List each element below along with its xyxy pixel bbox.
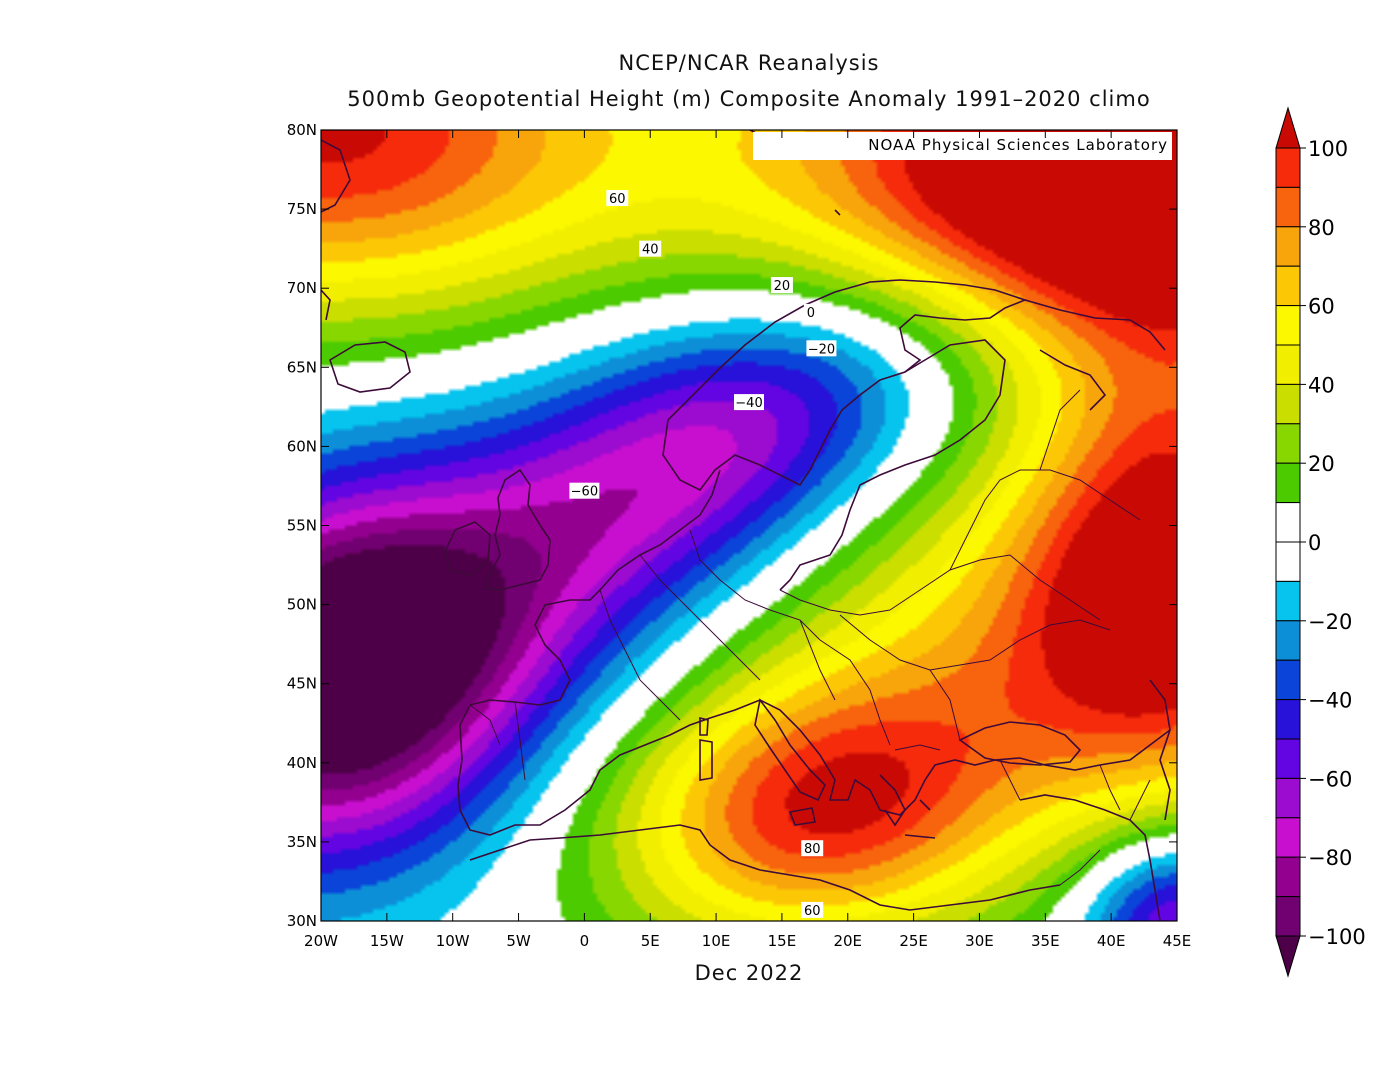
credit-text: NOAA Physical Sciences Laboratory [868, 136, 1168, 154]
contour-label-bg [803, 303, 818, 320]
x-tick-label: 20W [304, 932, 338, 950]
contour-label-bg [801, 901, 824, 918]
y-tick-label: 35N [287, 833, 317, 851]
period-label: Dec 2022 [695, 961, 804, 985]
contour-label: 40 [642, 243, 659, 258]
y-tick-label: 55N [287, 517, 317, 535]
colorbar-segment [1275, 226, 1301, 267]
x-tick-label: 25E [899, 932, 928, 950]
x-tick-label: 30E [965, 932, 994, 950]
colorbar-segment [1275, 265, 1301, 307]
colorbar-segment [1275, 462, 1301, 504]
colorbar-label: 20 [1308, 452, 1335, 476]
colorbar-label: −60 [1308, 767, 1352, 791]
contour-label: 20 [774, 279, 791, 294]
colorbar-segment [1275, 502, 1301, 543]
y-tick-label: 40N [287, 754, 317, 772]
axes: 20W 15W 10W 5W 0 5E 10E 15E 20E 25E 30E 35E 40E 45E 30… [287, 121, 1192, 950]
y-tick-label: 80N [287, 121, 317, 139]
y-tick-label: 45N [287, 675, 317, 693]
y-tick-label: 75N [287, 200, 317, 218]
colorbar-segment [1275, 383, 1301, 425]
y-tick-label: 60N [287, 437, 317, 455]
contour-label: 60 [609, 192, 626, 207]
contour-labels: 60 40 20 0 −20 −40 −60 80 60 [569, 190, 837, 919]
colorbar-label: 80 [1308, 216, 1335, 240]
y-tick-label: 50N [287, 596, 317, 614]
colorbar-bottom-arrow [1275, 935, 1301, 978]
colorbar-segment [1275, 856, 1301, 898]
colorbar-segment [1275, 699, 1301, 740]
colorbar-label: 40 [1308, 373, 1335, 397]
x-tick-label: 10E [702, 932, 731, 950]
colorbar-label: 60 [1308, 295, 1335, 319]
x-tick-label: 5E [641, 932, 660, 950]
contour-label-bg [569, 482, 600, 499]
country-borders [469, 389, 1151, 886]
y-tick-label: 30N [287, 912, 317, 930]
colorbar-segment [1275, 817, 1301, 858]
colorbar-label: −40 [1308, 689, 1352, 713]
colorbar-segment [1275, 896, 1301, 937]
title-line-2: 500mb Geopotential Height (m) Composite … [347, 87, 1150, 111]
colorbar-label: 100 [1308, 137, 1348, 161]
x-tick-label: 0 [580, 932, 590, 950]
colorbar-segment [1275, 344, 1301, 385]
colorbar-segment [1275, 423, 1301, 464]
contour-label-bg [770, 277, 793, 294]
colorbar-label: −100 [1308, 925, 1366, 949]
x-tick-label: 15E [768, 932, 797, 950]
colorbar: 100 80 60 40 20 0 −20 −40 −60 −80 −100 [1275, 106, 1366, 978]
contour-label: 80 [804, 842, 821, 857]
contour-label-bg [606, 190, 629, 207]
contour-label: 0 [807, 306, 815, 321]
contour-label-bg [801, 840, 824, 857]
contour-label: −40 [735, 396, 762, 411]
colorbar-label: −80 [1308, 846, 1352, 870]
colorbar-top-arrow [1275, 106, 1301, 149]
x-tick-label: 40E [1097, 932, 1126, 950]
colorbar-label: 0 [1308, 531, 1321, 555]
colorbar-segment [1275, 541, 1301, 582]
x-tick-label: 10W [436, 932, 470, 950]
y-tick-label: 65N [287, 358, 317, 376]
contour-label-bg [806, 340, 837, 357]
y-tick-label: 70N [287, 279, 317, 297]
contour-label-bg [639, 240, 662, 257]
x-tick-label: 15W [370, 932, 404, 950]
colorbar-segment [1275, 580, 1301, 622]
x-tick-label: 5W [506, 932, 531, 950]
colorbar-segment [1275, 659, 1301, 701]
contour-label: −20 [808, 342, 835, 357]
coastlines [321, 130, 1171, 921]
colorbar-label: −20 [1308, 610, 1352, 634]
anomaly-field [321, 130, 1177, 921]
contour-label: 60 [804, 904, 821, 919]
colorbar-segment [1275, 186, 1301, 228]
contour-label: −60 [571, 485, 598, 500]
x-tick-label: 45E [1163, 932, 1192, 950]
colorbar-segment [1275, 305, 1301, 346]
colorbar-segment [1275, 620, 1301, 661]
contour-label-bg [734, 394, 764, 411]
colorbar-segment [1275, 147, 1301, 188]
x-tick-label: 35E [1031, 932, 1060, 950]
colorbar-segment [1275, 777, 1301, 819]
anomaly-map: 60 40 20 0 −20 −40 −60 80 60 NOAA Physical Scien… [287, 121, 1192, 950]
credit-box [753, 132, 1172, 160]
title-line-1: NCEP/NCAR Reanalysis [619, 51, 880, 75]
colorbar-segment [1275, 738, 1301, 779]
x-tick-label: 20E [833, 932, 862, 950]
